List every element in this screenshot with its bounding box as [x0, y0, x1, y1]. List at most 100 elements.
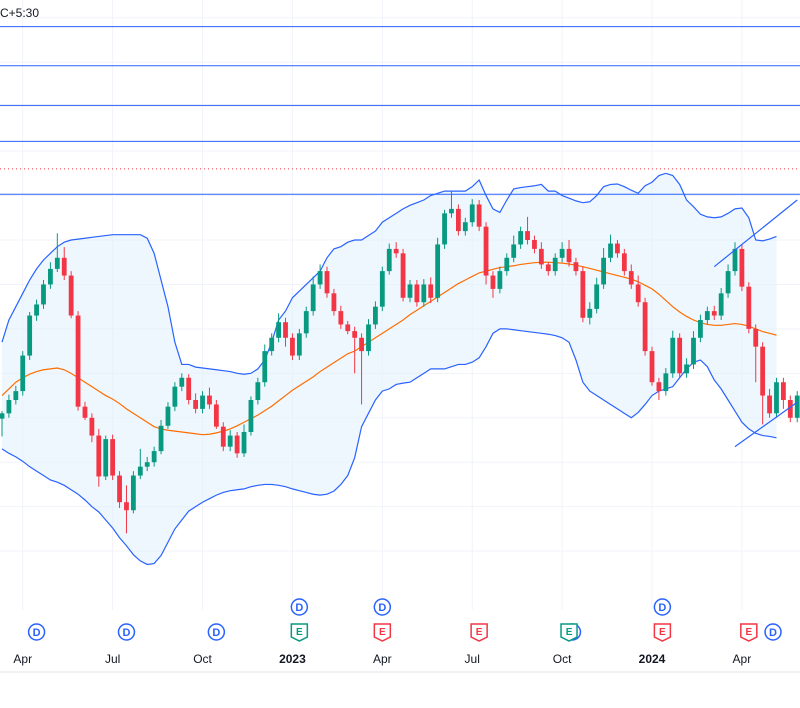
candle: [269, 333, 275, 356]
candle: [248, 396, 254, 436]
dividend-marker[interactable]: D: [373, 598, 392, 616]
candle-body: [476, 204, 482, 227]
candle-body: [449, 208, 454, 214]
candle: [739, 244, 745, 292]
candle: [400, 248, 406, 302]
candle: [89, 413, 95, 443]
candle: [379, 266, 385, 312]
earnings-marker[interactable]: E: [560, 623, 578, 642]
candle-body: [615, 243, 620, 254]
candle: [0, 411, 5, 437]
candle-body: [386, 248, 392, 272]
candle: [54, 233, 60, 272]
candle-body: [61, 257, 67, 276]
candle-body: [691, 337, 696, 365]
candles: [0, 191, 800, 534]
candle: [345, 320, 351, 335]
candle-body: [794, 395, 800, 418]
lower-band-line: [1, 328, 777, 566]
candle: [760, 342, 766, 425]
timezone-label: C+5:30: [0, 6, 40, 20]
candle: [130, 471, 136, 514]
candle-body: [82, 406, 88, 418]
candle-body: [213, 404, 219, 427]
candle: [449, 191, 454, 218]
candle-body: [359, 337, 364, 352]
dividend-marker[interactable]: D: [653, 598, 672, 616]
candle: [691, 331, 696, 369]
candle-body: [144, 462, 150, 467]
candle-body: [75, 315, 81, 407]
dividend-marker[interactable]: D: [27, 623, 46, 641]
earnings-icon: [560, 623, 578, 642]
x-tick-label: Oct: [193, 652, 212, 666]
earnings-label: E: [476, 627, 483, 638]
candle-body: [48, 268, 53, 285]
candle: [649, 346, 655, 386]
candle: [407, 280, 413, 303]
candle: [538, 242, 544, 269]
candle-body: [428, 284, 434, 298]
candle: [103, 435, 109, 480]
candle: [110, 434, 116, 480]
candle: [414, 280, 420, 307]
candle-body: [13, 391, 19, 400]
candle-body: [220, 426, 226, 447]
earnings-icon: [653, 623, 672, 642]
candle: [490, 271, 496, 298]
x-tick-label: 2024: [639, 652, 666, 666]
candle: [220, 422, 226, 452]
candle-body: [594, 284, 600, 309]
candle-body: [559, 248, 565, 258]
candle: [684, 358, 689, 378]
x-tick-label: Apr: [733, 652, 752, 666]
candle-body: [54, 257, 60, 269]
candle-body: [414, 284, 420, 303]
candle-body: [462, 222, 468, 232]
candle: [262, 344, 268, 387]
candle: [151, 446, 157, 467]
candle: [158, 420, 164, 455]
candle-body: [525, 231, 530, 240]
earnings-marker[interactable]: E: [653, 623, 672, 642]
candle-body: [20, 355, 26, 392]
candle: [34, 299, 39, 321]
candle: [373, 301, 378, 329]
candle-body: [290, 337, 295, 356]
candle: [559, 242, 565, 263]
trend-line: [734, 401, 798, 448]
candle-body: [545, 264, 551, 272]
candle-body: [711, 311, 717, 316]
candle-body: [552, 257, 558, 272]
candle: [324, 266, 330, 298]
earnings-marker[interactable]: E: [373, 623, 392, 642]
candle-body: [186, 377, 192, 400]
candle: [393, 242, 399, 258]
candle-body: [103, 439, 109, 477]
candle-body: [352, 331, 358, 338]
earnings-marker[interactable]: E: [290, 623, 309, 642]
dividend-marker[interactable]: D: [117, 623, 136, 641]
candle-body: [718, 293, 724, 316]
dividend-marker[interactable]: D: [290, 598, 309, 616]
candle-body: [573, 262, 579, 272]
candle: [469, 199, 475, 227]
candle: [165, 402, 171, 429]
dividend-marker[interactable]: D: [764, 623, 782, 641]
candle: [338, 305, 344, 329]
earnings-label: E: [745, 627, 752, 638]
candle-body: [649, 351, 655, 383]
earnings-marker[interactable]: E: [470, 623, 488, 642]
candle-body: [587, 308, 593, 318]
candle-body: [435, 244, 441, 298]
candle: [573, 257, 579, 276]
candle-body: [373, 306, 378, 325]
earnings-marker[interactable]: E: [740, 623, 758, 642]
dividend-label: D: [295, 602, 303, 614]
candle: [200, 391, 205, 414]
candle: [61, 247, 67, 280]
dividend-marker[interactable]: D: [207, 623, 226, 641]
candle-body: [407, 284, 413, 298]
candle: [193, 393, 199, 414]
